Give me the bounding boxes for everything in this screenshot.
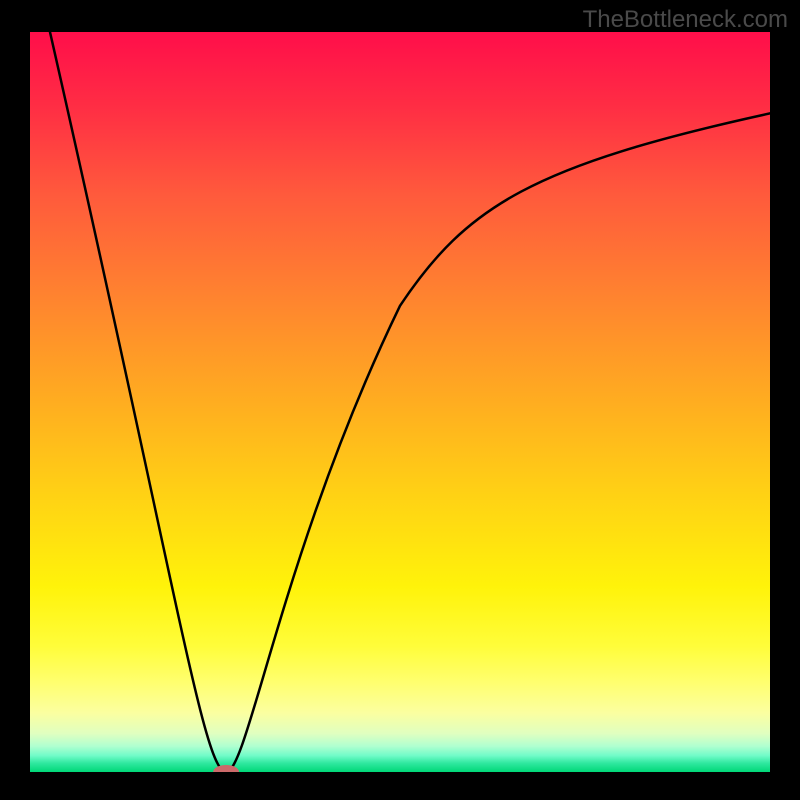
plot-area bbox=[30, 32, 770, 772]
chart-container: TheBottleneck.com bbox=[0, 0, 800, 800]
plot-frame bbox=[30, 32, 770, 772]
watermark-text: TheBottleneck.com bbox=[583, 6, 788, 34]
gradient-background bbox=[30, 32, 770, 772]
